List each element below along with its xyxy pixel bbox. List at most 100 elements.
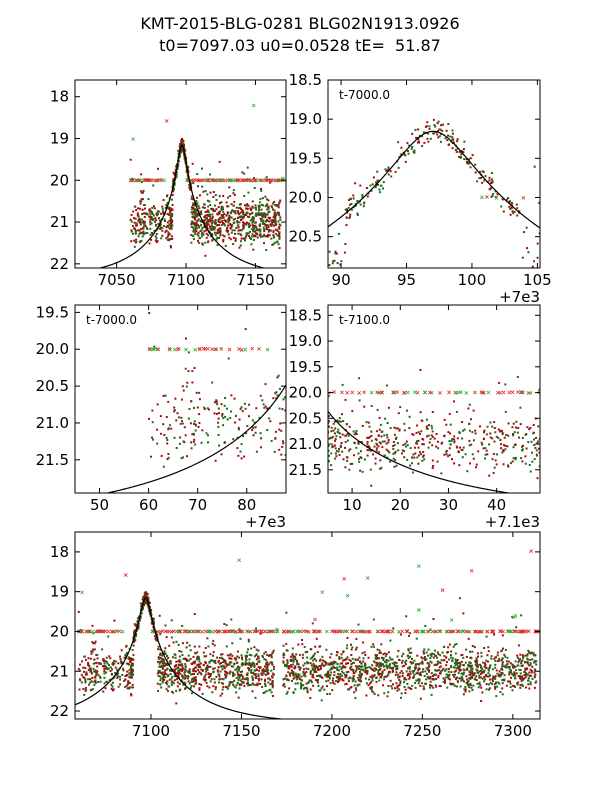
data-point-green: [341, 450, 344, 453]
data-point-red: [223, 219, 226, 222]
data-point-red: [206, 222, 209, 225]
data-point-green: [401, 655, 403, 658]
data-point-red: [279, 422, 282, 425]
data-point-green: [480, 669, 482, 672]
data-point-red: [439, 672, 441, 675]
data-point-green: [511, 689, 514, 692]
data-point-green: [317, 681, 320, 684]
data-point-green: [170, 619, 173, 622]
data-point-green: [409, 447, 412, 450]
data-point-green: [227, 684, 230, 687]
data-point-green: [236, 671, 239, 673]
data-point-green: [368, 678, 371, 681]
data-point-red: [178, 676, 181, 679]
data-point-red: [507, 680, 509, 683]
data-point-red: [297, 663, 300, 666]
data-point-red: [502, 463, 505, 466]
data-point-red: [186, 381, 189, 384]
data-point-green: [330, 671, 333, 674]
data-point-red: [339, 673, 342, 676]
data-point-green: [460, 676, 463, 679]
data-point-green: [429, 686, 432, 689]
data-point-green: [382, 659, 385, 661]
data-point-green: [117, 672, 119, 675]
data-point-red: [277, 234, 280, 237]
data-point-red: [361, 425, 364, 427]
data-point-red: [126, 674, 129, 677]
data-point-red: [422, 443, 425, 446]
data-point-green: [490, 178, 493, 181]
data-point-green: [230, 212, 232, 215]
data-point-red: [157, 648, 160, 651]
data-point-red: [184, 682, 187, 685]
data-point-red: [134, 624, 137, 627]
data-point-red: [503, 436, 506, 439]
data-point-red: [392, 445, 395, 448]
data-point-red: [338, 657, 341, 660]
data-point-red: [334, 439, 337, 442]
data-point-green: [260, 212, 263, 215]
data-point-green: [205, 432, 208, 435]
data-point-red: [470, 418, 472, 421]
data-point-red: [90, 652, 93, 655]
data-point-green: [516, 431, 519, 434]
data-point-red: [393, 426, 396, 429]
data-point-green: [449, 682, 452, 685]
data-point-red: [196, 406, 199, 409]
data-point-red: [228, 683, 231, 686]
data-point-red: [144, 591, 147, 594]
data-point-green: [210, 232, 213, 235]
data-point-green: [358, 460, 361, 463]
data-point-green: [429, 137, 432, 140]
data-point-red: [217, 659, 220, 662]
data-point-red: [214, 401, 216, 404]
data-point-red: [201, 242, 204, 245]
data-point-red: [423, 141, 426, 144]
data-point-red: [242, 676, 245, 679]
data-point-red: [138, 221, 141, 224]
upper-limit-marker: [131, 178, 135, 183]
data-point-green: [235, 677, 238, 679]
data-point-red: [209, 191, 212, 194]
data-point-red: [374, 438, 377, 441]
data-point-red: [536, 477, 539, 480]
data-point-red: [157, 656, 160, 659]
data-point-red: [213, 228, 216, 231]
data-point-green: [225, 645, 228, 648]
data-point-green: [229, 661, 232, 664]
data-point-red: [298, 678, 301, 681]
data-point-green: [264, 205, 267, 208]
data-point-green: [500, 205, 503, 208]
data-point-green: [152, 618, 155, 620]
data-point-red: [357, 441, 360, 444]
data-point-red: [241, 670, 243, 673]
data-point-red: [242, 226, 245, 229]
data-point-red: [181, 137, 183, 140]
data-point-green: [471, 667, 474, 670]
data-point-green: [445, 673, 448, 676]
data-point-red: [474, 171, 477, 174]
data-point-green: [255, 233, 258, 236]
data-point-red: [455, 669, 457, 672]
data-point-green: [512, 674, 515, 677]
data-point-red: [217, 206, 220, 208]
data-point-red: [161, 234, 164, 237]
data-point-red: [190, 400, 193, 403]
data-point-green: [329, 661, 332, 664]
data-point-green: [409, 632, 412, 635]
data-point-green: [226, 418, 229, 421]
data-point-green: [228, 672, 231, 675]
data-point-red: [309, 688, 312, 691]
data-point-red: [274, 437, 277, 440]
data-point-green: [478, 670, 481, 673]
data-point-green: [430, 693, 433, 696]
data-point-green: [125, 662, 128, 665]
data-point-red: [157, 167, 159, 170]
data-point-green: [91, 641, 94, 643]
data-point-red: [161, 672, 164, 674]
data-point-red: [453, 435, 456, 438]
data-point-green: [425, 651, 428, 654]
data-point-red: [243, 222, 246, 225]
data-point-red: [321, 659, 324, 662]
data-point-red: [481, 691, 484, 694]
